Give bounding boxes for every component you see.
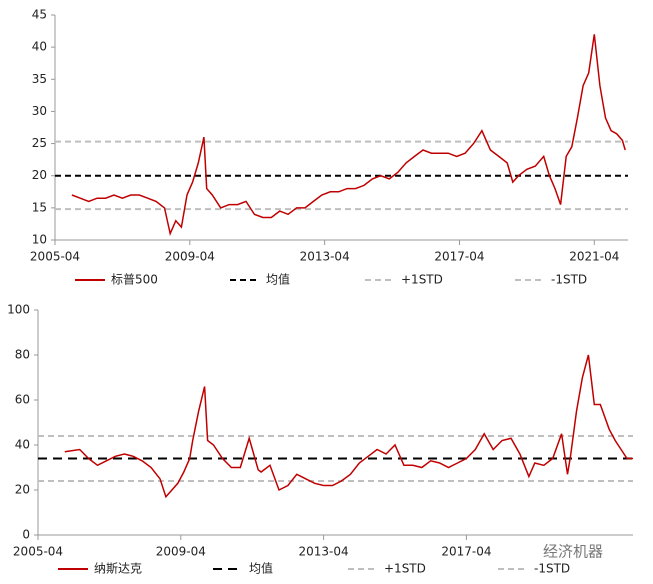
x-tick-label: 2013-04: [300, 250, 350, 264]
x-tick-label: 2005-04: [30, 250, 80, 264]
y-tick-label: 40: [32, 40, 47, 54]
y-tick-label: 0: [22, 528, 30, 542]
legend-label: -1STD: [534, 562, 570, 576]
x-tick-label: 2009-04: [165, 250, 215, 264]
y-tick-label: 40: [15, 438, 30, 452]
x-tick-label: 2017-04: [441, 545, 491, 559]
y-tick-label: 80: [15, 348, 30, 362]
y-tick-label: 10: [32, 233, 47, 247]
y-tick-label: 60: [15, 393, 30, 407]
y-tick-label: 25: [32, 136, 47, 150]
legend-label: +1STD: [384, 562, 426, 576]
x-tick-label: 2005-04: [13, 545, 63, 559]
legend-label: 均值: [249, 561, 273, 576]
x-tick-label: 2013-04: [299, 545, 349, 559]
series-line: [71, 34, 626, 237]
watermark: 经济机器: [543, 543, 603, 561]
x-tick-label: 2021-04: [569, 250, 619, 264]
legend-label: +1STD: [401, 273, 443, 287]
legend-label: 均值: [266, 272, 290, 287]
legend-label: 纳斯达克: [94, 562, 142, 576]
legend-label: -1STD: [551, 273, 587, 287]
y-tick-label: 30: [32, 104, 47, 118]
y-tick-label: 20: [15, 483, 30, 497]
x-tick-label: 2009-04: [156, 545, 206, 559]
y-tick-label: 45: [32, 8, 47, 22]
y-tick-label: 20: [32, 168, 47, 182]
y-tick-label: 100: [7, 303, 30, 317]
y-tick-label: 35: [32, 72, 47, 86]
y-tick-label: 15: [32, 200, 47, 214]
series-line: [64, 354, 633, 499]
legend-label: 标普500: [111, 273, 158, 287]
x-tick-label: 2017-04: [434, 250, 484, 264]
